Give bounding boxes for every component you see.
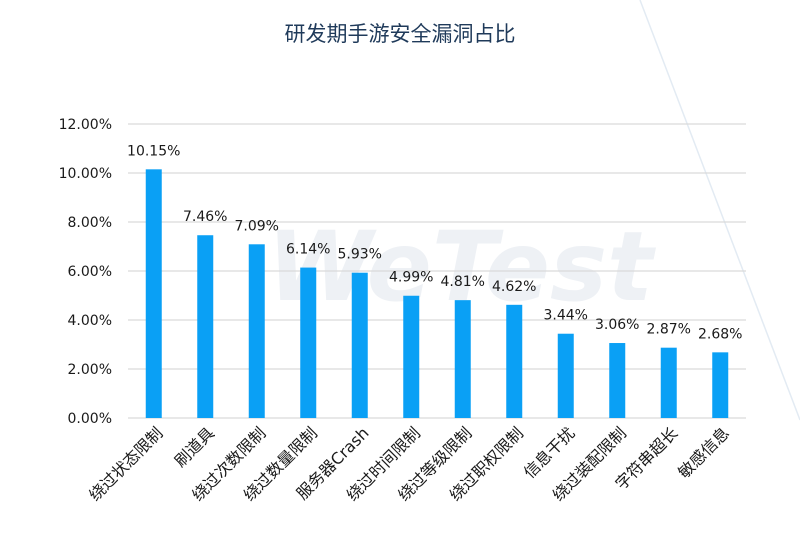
y-tick-label: 2.00% bbox=[68, 362, 112, 378]
bar bbox=[197, 235, 214, 418]
data-label: 3.06% bbox=[595, 317, 639, 333]
x-tick-label: 绕过状态限制 bbox=[85, 423, 166, 504]
bar bbox=[145, 169, 162, 418]
bars bbox=[145, 169, 729, 418]
data-label: 4.62% bbox=[492, 279, 536, 295]
bar bbox=[248, 244, 265, 418]
bar bbox=[300, 267, 317, 418]
bar bbox=[454, 300, 471, 418]
y-tick-label: 4.00% bbox=[68, 313, 112, 329]
category-labels: 绕过状态限制 刷道具绕过次数限制绕过数量限制服务器Crash绕过时间限制绕过等级限… bbox=[85, 423, 733, 504]
grid bbox=[128, 123, 746, 419]
x-tick-label: 敏感信息 bbox=[674, 423, 733, 482]
data-label: 7.09% bbox=[235, 218, 279, 234]
y-tick-label: 6.00% bbox=[68, 264, 112, 280]
bar bbox=[609, 343, 626, 418]
bar bbox=[660, 347, 677, 418]
bar bbox=[712, 352, 729, 418]
chart-title: 研发期手游安全漏洞占比 bbox=[285, 22, 516, 46]
bar bbox=[506, 304, 523, 418]
data-label: 2.87% bbox=[647, 322, 691, 338]
y-tick-label: 8.00% bbox=[68, 215, 112, 231]
decorative-line bbox=[639, 0, 800, 421]
data-label: 6.14% bbox=[286, 242, 330, 258]
data-label: 10.15% bbox=[127, 143, 180, 159]
y-axis-ticks: 0.00% 2.00% 4.00% 6.00% 8.00% 10.00% 12.00% bbox=[59, 117, 112, 427]
bar bbox=[557, 333, 574, 418]
bar bbox=[403, 295, 420, 418]
data-label: 4.81% bbox=[441, 274, 485, 290]
y-tick-label: 10.00% bbox=[59, 166, 112, 182]
x-tick-label: 刷道具 bbox=[171, 423, 218, 470]
data-label: 2.68% bbox=[698, 326, 742, 342]
y-tick-label: 0.00% bbox=[68, 411, 112, 427]
data-label: 7.46% bbox=[183, 209, 227, 225]
bar bbox=[351, 272, 368, 418]
data-label: 4.99% bbox=[389, 270, 433, 286]
data-label: 5.93% bbox=[338, 247, 382, 263]
data-labels: 10.15% 7.46% 7.09% 6.14% 5.93% 4.99% 4.81% 4.62… bbox=[127, 143, 742, 342]
data-label: 3.44% bbox=[544, 308, 588, 324]
y-tick-label: 12.00% bbox=[59, 117, 112, 133]
